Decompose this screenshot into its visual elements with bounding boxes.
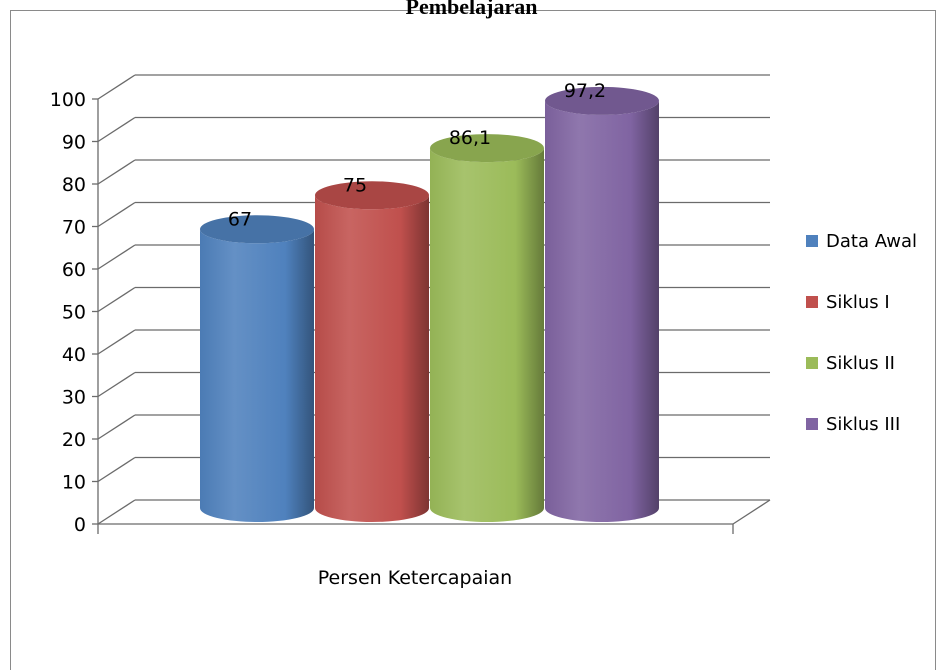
- y-tick-label: 0: [74, 514, 86, 536]
- gridline-depth: [97, 244, 136, 270]
- gridline-depth: [97, 74, 136, 100]
- legend-swatch: [806, 418, 818, 430]
- legend-item-siklus-i: Siklus I: [806, 290, 890, 314]
- bar-top: [430, 134, 544, 163]
- y-tick-label: 100: [50, 89, 86, 111]
- y-tick-label: 60: [62, 259, 86, 281]
- bar-data-awal: [200, 229, 314, 522]
- legend-label: Siklus I: [826, 291, 890, 313]
- legend-item-data-awal: Data Awal: [806, 229, 917, 253]
- data-label: 75: [343, 174, 367, 196]
- gridline-depth: [97, 329, 136, 355]
- gridline-depth: [97, 499, 136, 525]
- legend-label: Siklus III: [826, 413, 901, 435]
- gridline-depth: [97, 159, 136, 185]
- data-label: 67: [228, 208, 252, 230]
- floor-right-edge: [732, 499, 771, 525]
- gridline-depth: [97, 414, 136, 440]
- x-category-label: Persen Ketercapaian: [318, 567, 512, 589]
- bar-top: [545, 86, 659, 115]
- gridline-depth: [97, 116, 136, 143]
- y-tick-label: 80: [62, 174, 86, 196]
- legend-item-siklus-iii: Siklus III: [806, 412, 900, 436]
- legend-swatch: [806, 296, 818, 308]
- data-label: 86,1: [449, 127, 491, 149]
- legend-swatch: [806, 357, 818, 369]
- gridline-depth: [97, 286, 136, 313]
- chart-title: Pembelajaran: [405, 0, 538, 19]
- bar-siklus-iii: [545, 100, 659, 523]
- legend-label: Siklus II: [826, 352, 895, 374]
- y-tick-label: 70: [62, 217, 86, 239]
- bar-siklus-i: [315, 195, 429, 522]
- legend-swatch: [806, 235, 818, 247]
- y-tick-label: 30: [62, 387, 86, 409]
- y-tick-label: 10: [62, 472, 86, 494]
- gridline-depth: [97, 371, 136, 398]
- legend-item-siklus-ii: Siklus II: [806, 351, 895, 375]
- y-tick-label: 40: [62, 344, 86, 366]
- chart-plot: 0 10 20 30 40 50 60 70 80 90 100 Persen Ketercapaia…: [50, 74, 771, 589]
- data-label: 97,2: [564, 80, 606, 102]
- y-tick-label: 50: [62, 302, 86, 324]
- gridline-depth: [97, 201, 136, 228]
- bar-top: [200, 215, 314, 244]
- bar-siklus-ii: [430, 148, 544, 522]
- bar-top: [315, 181, 429, 210]
- y-tick-label: 90: [62, 132, 86, 154]
- y-tick-label: 20: [62, 429, 86, 451]
- legend-label: Data Awal: [826, 230, 918, 252]
- gridline-depth: [97, 456, 136, 483]
